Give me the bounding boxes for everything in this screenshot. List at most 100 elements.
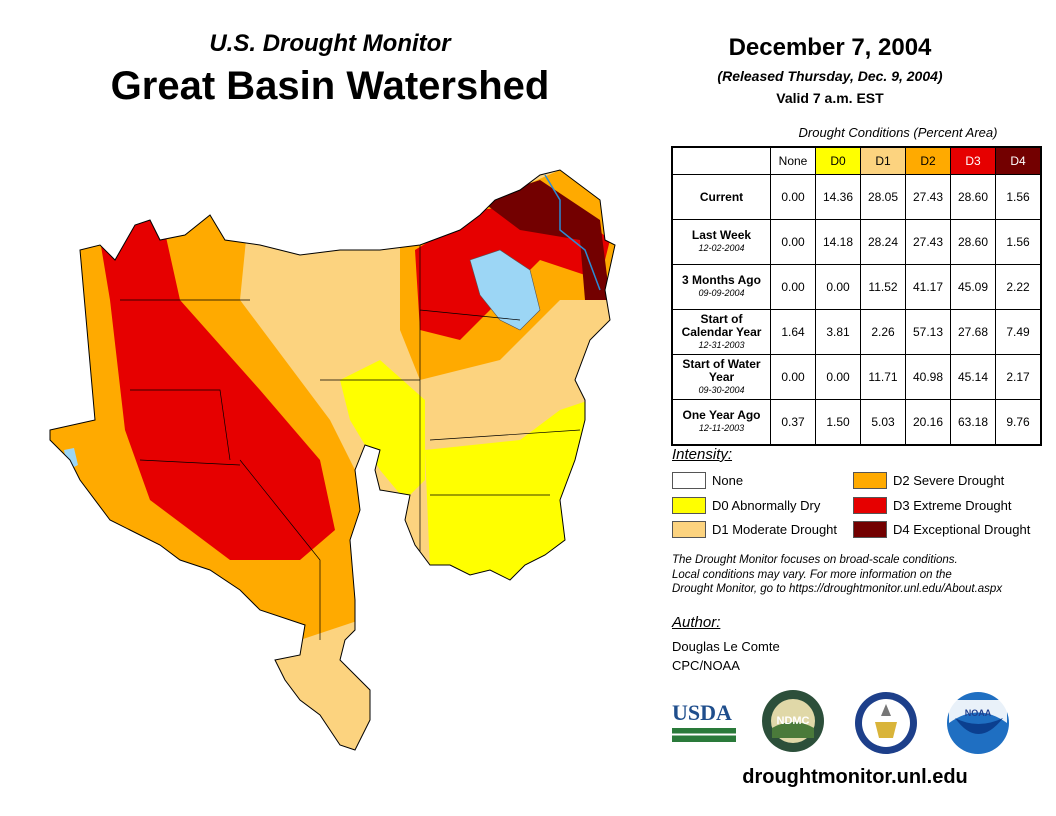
cell-d3: 27.68	[950, 309, 996, 355]
legend-title: Intensity:	[672, 446, 733, 463]
cell-d0: 0.00	[815, 354, 861, 400]
row-label: Current	[671, 174, 771, 220]
cell-d2: 27.43	[905, 174, 951, 220]
cell-d1: 2.26	[860, 309, 906, 355]
legend-item: None	[672, 472, 743, 489]
row-date: 09-09-2004	[698, 288, 745, 298]
row-label-text: One Year Ago	[682, 408, 761, 422]
note-line: Drought Monitor, go to https://droughtmo…	[672, 583, 1003, 595]
legend-label: D1 Moderate Drought	[712, 522, 838, 537]
table-row: Last Week 12-02-2004 0.00 14.18 28.24 27.43 28…	[671, 219, 1042, 265]
cell-d2: 20.16	[905, 399, 951, 446]
legend-item: D3 Extreme Drought	[853, 497, 1012, 514]
cell-d2: 27.43	[905, 219, 951, 265]
row-label: 3 Months Ago 09-09-2004	[671, 264, 771, 310]
cell-d1: 11.71	[860, 354, 906, 400]
legend-swatch	[672, 472, 706, 489]
cell-d3: 63.18	[950, 399, 996, 446]
cell-d4: 1.56	[995, 219, 1042, 265]
ndmc-logo: NDMC	[762, 690, 824, 752]
cell-d0: 1.50	[815, 399, 861, 446]
legend-label: None	[712, 473, 744, 488]
note-line: Local conditions may vary. For more info…	[672, 568, 952, 581]
svg-text:NDMC: NDMC	[777, 715, 810, 727]
cell-d0: 3.81	[815, 309, 861, 355]
map-subtitle: U.S. Drought Monitor	[209, 30, 451, 57]
col-d2: D2	[905, 146, 951, 175]
row-label-text: Last Week	[691, 228, 752, 242]
river	[544, 174, 601, 291]
author-org: CPC/NOAA	[672, 658, 740, 673]
cell-d4: 9.76	[995, 399, 1042, 446]
cell-d0: 14.18	[815, 219, 861, 265]
cell-d2: 41.17	[905, 264, 951, 310]
header-blank	[672, 147, 771, 175]
cell-d4: 2.17	[995, 354, 1042, 400]
svg-text:NOAA: NOAA	[965, 708, 992, 718]
table-row: Current 0.00 14.36 28.05 27.43 28.60 1.56	[671, 174, 1042, 220]
cell-d4: 1.56	[995, 174, 1042, 220]
legend-label: D2 Severe Drought	[893, 473, 1005, 488]
cell-d0: 14.36	[815, 174, 861, 220]
drought-map	[49, 169, 616, 751]
cell-d3: 28.60	[950, 219, 996, 265]
legend-label: D3 Extreme Drought	[893, 498, 1012, 513]
legend-item: D1 Moderate Drought	[672, 521, 837, 538]
d4-region	[480, 180, 610, 300]
row-date: 12-31-2003	[698, 339, 745, 350]
cell-d1: 28.05	[860, 174, 906, 220]
cell-d1: 5.03	[860, 399, 906, 446]
author-info: Douglas Le Comte CPC/NOAA	[672, 637, 780, 675]
table-header-row: None D0 D1 D2 D3 D4	[672, 146, 1042, 175]
legend-swatch	[853, 497, 887, 514]
row-label: Start of Water Year 09-30-2004	[671, 354, 771, 400]
great-salt-lake	[469, 249, 541, 331]
cell-none: 0.00	[770, 219, 816, 265]
col-d4: D4	[995, 146, 1042, 175]
row-label: Last Week 12-02-2004	[671, 219, 771, 265]
d3-region-west	[100, 210, 335, 560]
row-label: One Year Ago 12-11-2003	[671, 399, 771, 446]
row-date: 12-11-2003	[698, 423, 745, 433]
legend-item: D0 Abnormally Dry	[672, 497, 820, 514]
legend-label: D4 Exceptional Drought	[893, 522, 1031, 537]
author-name: Douglas Le Comte	[672, 639, 780, 654]
footer-url[interactable]: droughtmonitor.unl.edu	[742, 766, 968, 788]
row-label-text: 3 Months Ago	[682, 273, 761, 287]
table-caption: Drought Conditions (Percent Area)	[798, 125, 998, 140]
row-label-text: Start of Calendar Year	[681, 311, 762, 339]
basin-boundaries	[120, 245, 581, 640]
valid-time: Valid 7 a.m. EST	[776, 90, 884, 106]
cell-d2: 57.13	[905, 309, 951, 355]
cell-d3: 28.60	[950, 174, 996, 220]
cell-d3: 45.14	[950, 354, 996, 400]
cell-d4: 7.49	[995, 309, 1042, 355]
noaa-logo: NOAA	[947, 692, 1009, 754]
cell-d1: 11.52	[860, 264, 906, 310]
cell-d1: 28.24	[860, 219, 906, 265]
row-date: 12-02-2004	[698, 243, 745, 253]
map-title: Great Basin Watershed	[110, 64, 550, 108]
table-row: One Year Ago 12-11-2003 0.37 1.50 5.03 20.16 6…	[671, 399, 1042, 446]
release-date: (Released Thursday, Dec. 9, 2004)	[717, 68, 943, 84]
col-d1: D1	[860, 146, 906, 175]
cell-none: 0.00	[770, 174, 816, 220]
note-line: The Drought Monitor focuses on broad-sca…	[672, 554, 958, 566]
cell-d4: 2.22	[995, 264, 1042, 310]
table-row: Start of Water Year 09-30-2004 0.00 0.00 11.…	[671, 354, 1042, 400]
legend-item: D2 Severe Drought	[853, 472, 1004, 489]
usda-logo: USDA	[672, 700, 736, 750]
legend-label: D0 Abnormally Dry	[712, 498, 821, 513]
disclaimer-note: The Drought Monitor focuses on broad-sca…	[672, 553, 1002, 597]
d0-region-central	[340, 360, 425, 500]
col-none: None	[770, 146, 816, 175]
col-d0: D0	[815, 146, 861, 175]
col-d3: D3	[950, 146, 996, 175]
cell-none: 0.00	[770, 264, 816, 310]
row-label-text: Current	[699, 189, 744, 204]
cell-d0: 0.00	[815, 264, 861, 310]
row-label: Start of Calendar Year 12-31-2003	[671, 309, 771, 355]
row-date: 09-30-2004	[698, 384, 745, 395]
table-row: Start of Calendar Year 12-31-2003 1.64 3.81…	[671, 309, 1042, 355]
legend-swatch	[853, 472, 887, 489]
